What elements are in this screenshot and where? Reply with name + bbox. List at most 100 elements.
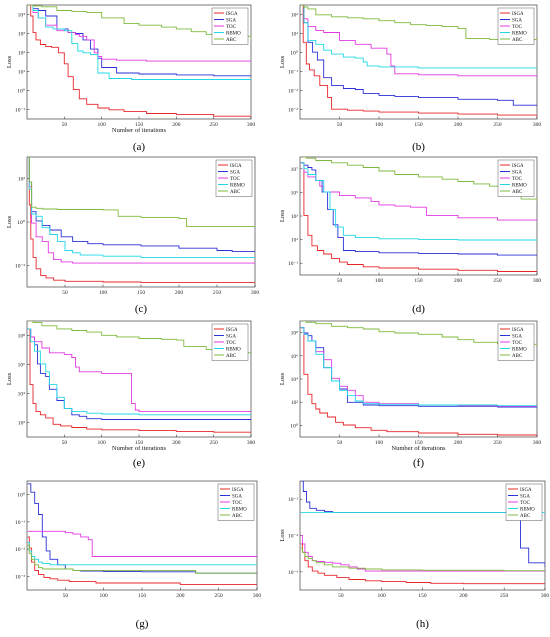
panel-caption: (f) (413, 457, 424, 469)
y-tick-label: 10⁴ (18, 392, 26, 398)
y-tick-label: 10² (18, 177, 26, 183)
x-tick-label: 150 (414, 278, 423, 284)
y-axis-label: Loss (279, 529, 286, 542)
y-tick-label: 10⁰ (17, 88, 26, 95)
x-tick-label: 250 (210, 440, 219, 446)
x-tick-label: 50 (338, 593, 344, 599)
y-tick-label: 10⁻² (15, 263, 25, 269)
y-tick-label: 10⁰ (290, 422, 299, 429)
x-tick-label: 200 (176, 593, 185, 599)
legend-entry: SGA (232, 494, 242, 499)
legend-entry: ABC (232, 514, 243, 519)
series-line-isga (300, 543, 545, 585)
series-line-rbmo (27, 5, 251, 80)
x-tick-label: 300 (533, 278, 542, 284)
x-tick-label: 50 (337, 122, 343, 128)
y-axis-label: Loss (6, 55, 13, 68)
legend-entry: SGA (226, 18, 236, 23)
x-tick-label: 200 (175, 290, 184, 296)
x-tick-label: 200 (172, 122, 181, 128)
legend-entry: ISGA (512, 328, 524, 333)
legend-entry: SGA (230, 170, 240, 175)
x-tick-label: 300 (533, 440, 542, 446)
x-tick-label: 200 (454, 122, 463, 128)
y-tick-label: 10⁷ (291, 167, 299, 173)
series-line-sga (300, 5, 537, 107)
y-tick-label: 10⁻³ (288, 570, 298, 576)
series-line-sga (300, 162, 537, 256)
legend-entry: TOC (232, 501, 243, 506)
x-tick-label: 250 (213, 290, 222, 296)
y-tick-label: 10² (291, 13, 299, 19)
series-line-isga (300, 327, 537, 436)
legend-entry: ABC (226, 38, 237, 43)
series-line-rbmo (300, 5, 537, 69)
x-tick-label: 150 (135, 122, 144, 128)
y-tick-label: 10² (18, 421, 26, 427)
y-axis-label: Loss (279, 55, 286, 68)
x-tick-label: 100 (375, 122, 384, 128)
series-line-rbmo (300, 327, 537, 407)
chart-panel: 50 100 150 200 250 300 10⁻³ 10⁻² 10⁻¹ 10⁰ 10¹ 10² Lo… (279, 4, 541, 153)
chart-panel: 50 100 150 200 250 300 10² 10⁴ 10⁶ 10⁸ Loss Number … (6, 320, 255, 469)
legend-entry: ISGA (512, 12, 524, 17)
legend-entry: SGA (512, 18, 522, 23)
legend-entry: RBMO (520, 507, 535, 512)
x-tick-label: 150 (414, 122, 423, 128)
y-tick-label: 10² (18, 51, 26, 57)
legend-entry: TOC (226, 25, 237, 30)
series-line-isga (300, 5, 537, 117)
x-tick-label: 50 (62, 440, 68, 446)
y-tick-label: 10⁻² (15, 547, 25, 553)
legend-entry: RBMO (230, 183, 245, 188)
legend-entry: ISGA (520, 488, 532, 493)
series-line-sga (27, 157, 255, 253)
y-axis-label: Loss (279, 372, 286, 385)
x-tick-label: 250 (500, 593, 509, 599)
x-tick-label: 200 (454, 278, 463, 284)
series-group (300, 481, 545, 585)
y-tick-label: 10⁻³ (288, 108, 298, 114)
legend-entry: TOC (512, 341, 523, 346)
x-tick-label: 50 (337, 278, 343, 284)
legend-entry: SGA (512, 170, 522, 175)
y-tick-label: 10¹ (18, 70, 26, 76)
y-tick-label: 10⁻³ (15, 574, 25, 580)
series-group (27, 483, 257, 585)
y-tick-label: 10⁻² (288, 534, 298, 540)
x-tick-label: 100 (100, 593, 109, 599)
x-tick-label: 250 (493, 440, 502, 446)
series-line-isga (300, 162, 537, 273)
series-group (300, 5, 537, 117)
y-tick-label: 10⁸ (18, 334, 26, 340)
x-tick-label: 250 (493, 122, 502, 128)
x-tick-label: 100 (375, 278, 384, 284)
series-line-isga (27, 328, 251, 433)
x-tick-label: 250 (493, 278, 502, 284)
y-tick-label: 10⁵ (291, 190, 299, 196)
y-tick-label: 10⁻¹ (288, 497, 298, 503)
y-tick-label: 10⁻¹ (15, 108, 25, 114)
x-axis-label: Number of iterations (112, 445, 167, 452)
series-line-abc (27, 544, 257, 574)
y-tick-label: 10⁰ (17, 492, 26, 499)
panel-caption: (g) (136, 618, 149, 630)
legend-entry: TOC (226, 341, 237, 346)
panel-caption: (h) (416, 618, 429, 630)
x-tick-label: 300 (251, 290, 260, 296)
series-line-isga (27, 5, 251, 118)
legend-entry: RBMO (512, 347, 527, 352)
x-tick-label: 200 (459, 593, 468, 599)
y-tick-label: 10² (291, 400, 299, 406)
series-line-toc (300, 535, 545, 572)
y-tick-label: 10⁻¹ (15, 520, 25, 526)
legend-entry: ISGA (230, 164, 242, 169)
legend-entry: ISGA (512, 164, 524, 169)
series-line-rbmo (27, 542, 257, 566)
